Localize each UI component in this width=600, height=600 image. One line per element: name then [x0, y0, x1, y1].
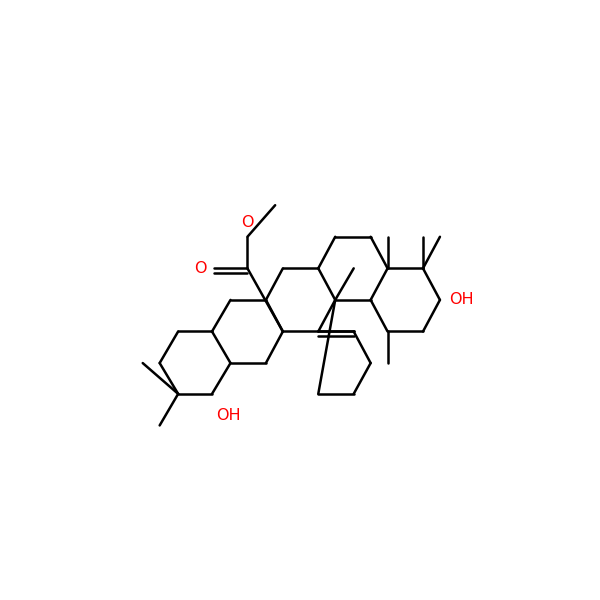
Text: OH: OH: [216, 408, 241, 423]
Text: OH: OH: [449, 292, 474, 307]
Text: O: O: [194, 261, 206, 276]
Text: O: O: [241, 215, 254, 230]
